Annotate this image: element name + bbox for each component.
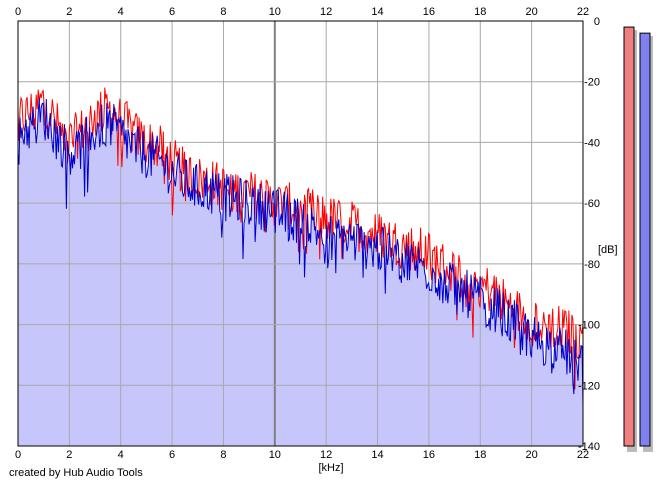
x-tick-label-top: 14 bbox=[371, 6, 383, 18]
x-tick-label-top: 12 bbox=[320, 6, 332, 18]
x-tick-label-bottom: 8 bbox=[220, 449, 226, 461]
x-tick-label-bottom: 4 bbox=[118, 449, 124, 461]
x-tick-label-bottom: 20 bbox=[526, 449, 538, 461]
x-tick-label-bottom: 10 bbox=[269, 449, 281, 461]
plot-area bbox=[17, 20, 584, 447]
x-tick-label-bottom: 0 bbox=[15, 449, 21, 461]
y-tick-label: -140 bbox=[578, 441, 600, 453]
x-tick-label-top: 6 bbox=[169, 6, 175, 18]
y-tick-label: -20 bbox=[584, 77, 600, 89]
meter-right bbox=[639, 32, 651, 447]
meter-left bbox=[623, 26, 635, 447]
x-tick-label-top: 4 bbox=[118, 6, 124, 18]
plot-frame bbox=[17, 20, 584, 447]
x-tick-label-top: 16 bbox=[423, 6, 435, 18]
x-tick-label-top: 20 bbox=[526, 6, 538, 18]
x-axis-label: [kHz] bbox=[318, 462, 343, 474]
x-tick-label-bottom: 14 bbox=[371, 449, 383, 461]
y-tick-label: 0 bbox=[594, 16, 600, 28]
x-tick-label-top: 0 bbox=[15, 6, 21, 18]
x-tick-label-bottom: 6 bbox=[169, 449, 175, 461]
x-tick-label-top: 8 bbox=[220, 6, 226, 18]
x-tick-label-bottom: 2 bbox=[66, 449, 72, 461]
x-tick-label-bottom: 16 bbox=[423, 449, 435, 461]
x-tick-label-top: 10 bbox=[269, 6, 281, 18]
axis-ticks: 002244668810101212141416161818202022220-… bbox=[15, 6, 600, 461]
level-meters bbox=[623, 26, 653, 453]
y-tick-label: -120 bbox=[578, 380, 600, 392]
x-tick-label-bottom: 18 bbox=[474, 449, 486, 461]
x-tick-label-top: 18 bbox=[474, 6, 486, 18]
x-tick-label-top: 22 bbox=[577, 6, 589, 18]
y-tick-label: -100 bbox=[578, 320, 600, 332]
y-axis-label: [dB] bbox=[598, 244, 618, 256]
y-tick-label: -80 bbox=[584, 259, 600, 271]
x-tick-label-bottom: 22 bbox=[577, 449, 589, 461]
credit-text: created by Hub Audio Tools bbox=[9, 467, 143, 479]
x-tick-label-top: 2 bbox=[66, 6, 72, 18]
series-right-channel bbox=[17, 97, 584, 406]
spectrum-fill bbox=[18, 102, 583, 447]
y-tick-label: -60 bbox=[584, 198, 600, 210]
x-tick-label-bottom: 12 bbox=[320, 449, 332, 461]
y-tick-label: -40 bbox=[584, 137, 600, 149]
